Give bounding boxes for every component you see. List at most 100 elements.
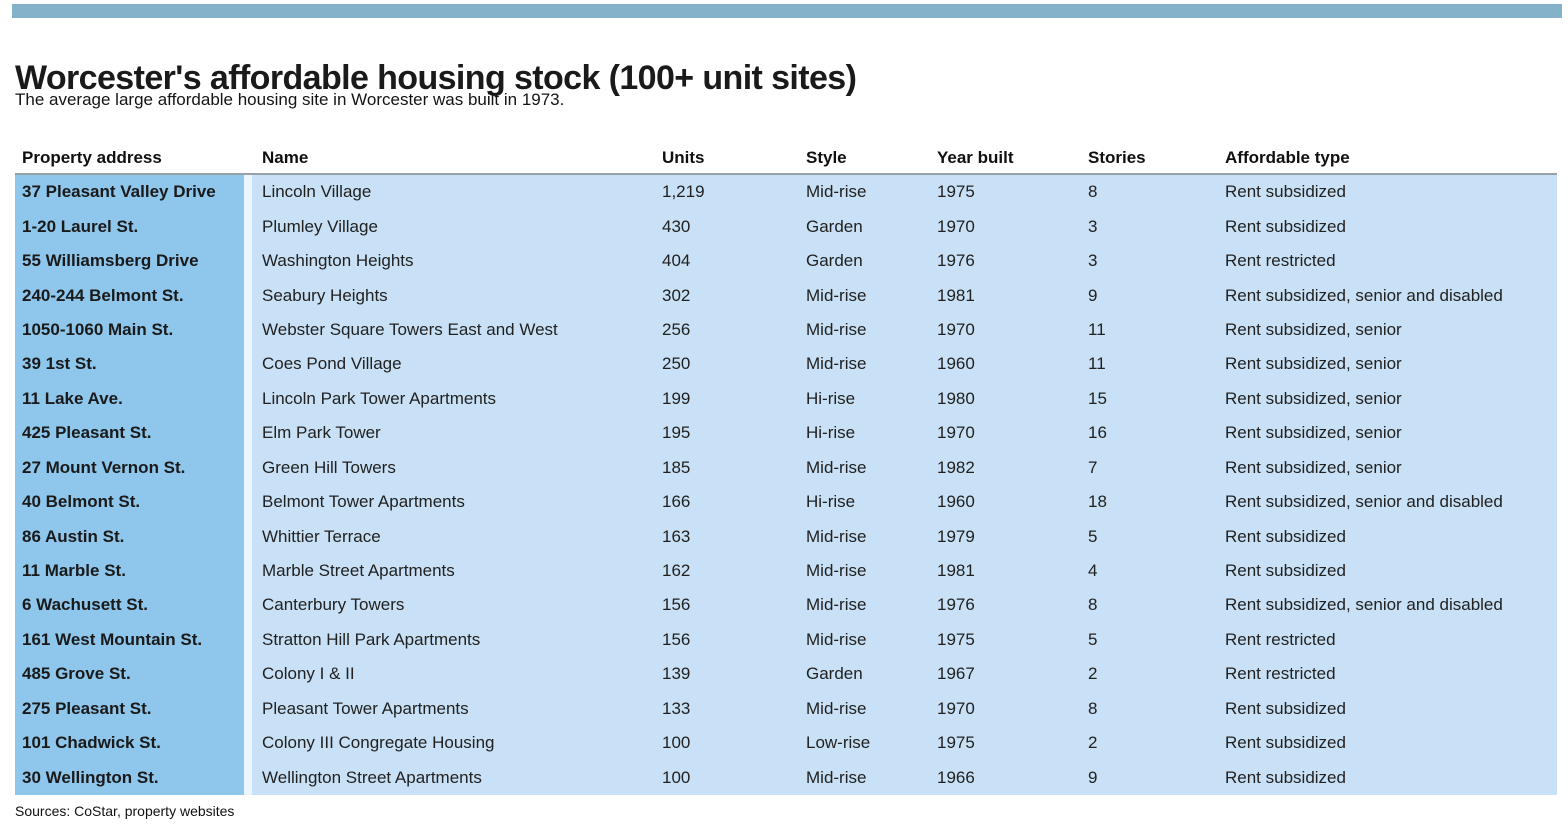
table-row: 55 Williamsberg Drive Washington Heights 4… [15,243,1557,279]
cell-property-address: 1050-1060 Main St. [15,312,244,348]
cell-affordable-type: Rent subsidized, senior [1225,312,1557,348]
cell-units: 302 [662,278,806,313]
cell-style: Mid-rise [806,450,937,485]
cell-style: Mid-rise [806,553,937,589]
cell-affordable-type: Rent subsidized, senior and disabled [1225,278,1557,313]
cell-units: 100 [662,760,806,795]
cell-name: Webster Square Towers East and West [252,312,662,348]
cell-year-built: 1979 [937,519,1088,554]
cell-year-built: 1980 [937,381,1088,417]
cell-name: Canterbury Towers [252,588,662,623]
cell-stories: 15 [1088,381,1225,417]
column-gutter [244,312,252,348]
cell-stories: 16 [1088,416,1225,451]
table-row: 30 Wellington St. Wellington Street Apart… [15,760,1557,795]
cell-name: Seabury Heights [252,278,662,313]
table-row: 27 Mount Vernon St. Green Hill Towers 185 M… [15,450,1557,485]
column-gutter [244,484,252,520]
cell-year-built: 1960 [937,484,1088,520]
cell-year-built: 1975 [937,726,1088,761]
cell-units: 185 [662,450,806,485]
cell-units: 430 [662,209,806,244]
table-row: 101 Chadwick St. Colony III Congregate Ho… [15,726,1557,761]
source-note: Sources: CoStar, property websites [15,803,235,819]
cell-year-built: 1982 [937,450,1088,485]
cell-units: 166 [662,484,806,520]
column-gutter [244,243,252,279]
cell-property-address: 40 Belmont St. [15,484,244,520]
column-gutter [244,760,252,795]
cell-name: Stratton Hill Park Apartments [252,622,662,658]
column-gutter [244,347,252,382]
cell-stories: 9 [1088,278,1225,313]
column-header-property-address: Property address [22,148,162,167]
cell-style: Garden [806,657,937,692]
cell-affordable-type: Rent subsidized, senior [1225,381,1557,417]
cell-year-built: 1967 [937,657,1088,692]
cell-affordable-type: Rent subsidized [1225,760,1557,795]
cell-style: Mid-rise [806,760,937,795]
cell-name: Coes Pond Village [252,347,662,382]
cell-units: 404 [662,243,806,279]
cell-name: Elm Park Tower [252,416,662,451]
cell-units: 195 [662,416,806,451]
cell-property-address: 30 Wellington St. [15,760,244,795]
page-title: Worcester's affordable housing stock (10… [15,58,857,97]
cell-style: Low-rise [806,726,937,761]
cell-name: Lincoln Park Tower Apartments [252,381,662,417]
column-gutter [244,657,252,692]
column-gutter [244,726,252,761]
cell-affordable-type: Rent subsidized [1225,691,1557,726]
cell-stories: 9 [1088,760,1225,795]
cell-affordable-type: Rent subsidized [1225,209,1557,244]
cell-stories: 8 [1088,691,1225,726]
cell-style: Garden [806,243,937,279]
column-gutter [244,588,252,623]
column-header-stories: Stories [1088,148,1146,167]
cell-affordable-type: Rent restricted [1225,622,1557,658]
accent-top-bar [12,4,1562,18]
table-row: 39 1st St. Coes Pond Village 250 Mid-rise 19… [15,347,1557,382]
cell-property-address: 55 Williamsberg Drive [15,243,244,279]
table-row: 6 Wachusett St. Canterbury Towers 156 Mid-r… [15,588,1557,623]
table-header-row: Property address Name Units Style Year b… [15,143,1557,173]
cell-year-built: 1966 [937,760,1088,795]
cell-style: Hi-rise [806,416,937,451]
cell-name: Colony I & II [252,657,662,692]
table-row: 240-244 Belmont St. Seabury Heights 302 Mid… [15,278,1557,313]
column-gutter [244,381,252,417]
cell-affordable-type: Rent restricted [1225,243,1557,279]
cell-stories: 18 [1088,484,1225,520]
column-gutter [244,416,252,451]
cell-stories: 3 [1088,243,1225,279]
cell-affordable-type: Rent subsidized, senior [1225,347,1557,382]
cell-name: Whittier Terrace [252,519,662,554]
cell-property-address: 37 Pleasant Valley Drive [15,175,244,210]
cell-style: Mid-rise [806,312,937,348]
column-gutter [244,553,252,589]
cell-year-built: 1975 [937,622,1088,658]
cell-style: Mid-rise [806,622,937,658]
column-gutter [244,209,252,244]
column-gutter [244,622,252,658]
table-row: 86 Austin St. Whittier Terrace 163 Mid-rise… [15,519,1557,554]
cell-property-address: 1-20 Laurel St. [15,209,244,244]
column-gutter [244,450,252,485]
cell-units: 162 [662,553,806,589]
cell-affordable-type: Rent restricted [1225,657,1557,692]
column-header-affordable-type: Affordable type [1225,148,1350,167]
cell-name: Green Hill Towers [252,450,662,485]
cell-units: 133 [662,691,806,726]
cell-property-address: 86 Austin St. [15,519,244,554]
cell-property-address: 11 Marble St. [15,553,244,589]
page-subtitle: The average large affordable housing sit… [15,90,565,109]
cell-affordable-type: Rent subsidized [1225,726,1557,761]
cell-style: Mid-rise [806,278,937,313]
cell-year-built: 1970 [937,416,1088,451]
cell-affordable-type: Rent subsidized, senior [1225,416,1557,451]
cell-stories: 2 [1088,726,1225,761]
column-header-year-built: Year built [937,148,1014,167]
cell-affordable-type: Rent subsidized, senior [1225,450,1557,485]
cell-property-address: 27 Mount Vernon St. [15,450,244,485]
cell-property-address: 101 Chadwick St. [15,726,244,761]
